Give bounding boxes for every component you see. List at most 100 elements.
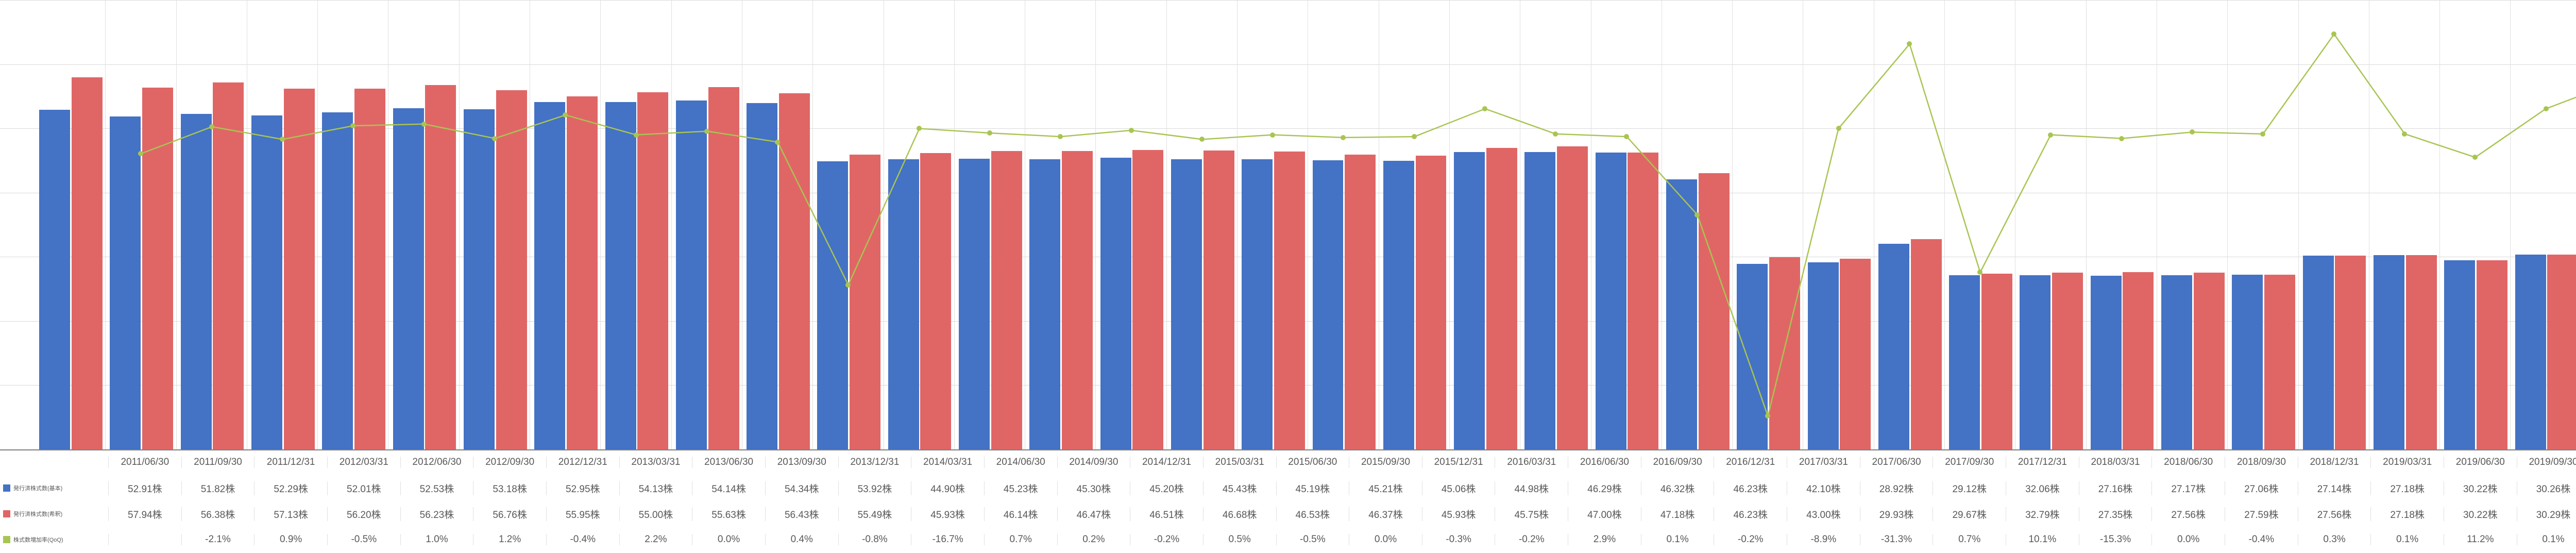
x-label: 2014/03/31 (911, 457, 984, 468)
x-label: 2013/12/31 (838, 457, 911, 468)
table-cell: 55.00株 (619, 507, 692, 521)
x-label: 2016/03/31 (1495, 457, 1568, 468)
table-cell: -0.2% (1495, 534, 1568, 545)
period-col (955, 0, 1025, 449)
bar-diluted (2335, 256, 2366, 449)
row-header: 株式数増加率(QoQ) (0, 535, 108, 544)
period-col (742, 0, 813, 449)
table-cell: 45.30株 (1057, 481, 1130, 495)
legend-swatch (3, 510, 10, 517)
qoq-point (2331, 31, 2336, 37)
x-label: 2018/03/31 (2079, 457, 2152, 468)
table-cell: 54.14株 (692, 481, 765, 495)
qoq-point (1836, 126, 1841, 131)
table-cell: 47.18株 (1641, 507, 1714, 521)
period-col (177, 0, 247, 449)
x-label: 2011/12/31 (254, 457, 327, 468)
qoq-point (1482, 106, 1487, 111)
period-col (672, 0, 742, 449)
bar-basic (1242, 159, 1273, 449)
table-cell: 56.23株 (400, 507, 473, 521)
table-cell: -15.3% (2079, 534, 2152, 545)
period-col (2369, 0, 2440, 449)
table-cell: 55.95株 (546, 507, 619, 521)
bar-basic (322, 112, 353, 449)
period-col (813, 0, 884, 449)
qoq-point (1907, 41, 1912, 46)
period-col (1662, 0, 1733, 449)
table-cell: 1.2% (473, 534, 546, 545)
period-col (1238, 0, 1308, 449)
bar-basic (2020, 275, 2050, 449)
data-table: 2011/06/302011/09/302011/12/312012/03/31… (0, 449, 2576, 552)
table-cell: 56.38株 (181, 507, 255, 521)
table-cell: 0.2% (1057, 534, 1130, 545)
table-cell: -0.5% (327, 534, 400, 545)
table-cell: 30.29株 (2517, 507, 2576, 521)
row-header: 発行済株式数(基本) (0, 484, 108, 492)
table-cell: 27.56株 (2151, 507, 2225, 521)
chart-container: { "chart":{ "type":"bar+line", "backgrou… (0, 0, 2576, 552)
bar-diluted (2123, 272, 2154, 449)
table-cell: 46.37株 (1349, 507, 1422, 521)
table-cell: 55.63株 (692, 507, 765, 521)
table-cell: 0.1% (2517, 534, 2576, 545)
bar-diluted (1628, 153, 1658, 449)
table-cell: 32.06株 (2006, 481, 2079, 495)
bar-diluted (1132, 150, 1163, 449)
qoq-point (350, 123, 355, 128)
x-label: 2019/09/30 (2517, 457, 2576, 468)
table-cell: 54.13株 (619, 481, 692, 495)
table-cell: 0.0% (1349, 534, 1422, 545)
bar-diluted (779, 93, 810, 449)
x-label: 2017/03/31 (1787, 457, 1860, 468)
row-label: 発行済株式数(基本) (13, 484, 62, 492)
table-cell: 0.5% (1203, 534, 1276, 545)
table-cell: 45.43株 (1203, 481, 1276, 495)
bar-diluted (72, 77, 103, 449)
period-col (1520, 0, 1591, 449)
period-col (388, 0, 459, 449)
qoq-point (634, 132, 639, 138)
table-cell: 27.17株 (2151, 481, 2225, 495)
period-col (1379, 0, 1450, 449)
bar-basic (2374, 255, 2404, 449)
bar-diluted (1699, 173, 1730, 449)
qoq-point (138, 151, 143, 156)
row-header: 発行済株式数(希釈) (0, 510, 108, 518)
table-cell: 0.3% (2298, 534, 2371, 545)
x-label: 2016/12/31 (1714, 457, 1787, 468)
bar-basic (1949, 275, 1980, 449)
table-cell: 45.93株 (1422, 507, 1495, 521)
table-cell: 42.10株 (1787, 481, 1860, 495)
bar-diluted (213, 82, 244, 449)
table-cell: 29.67株 (1933, 507, 2006, 521)
table-cell: 46.47株 (1057, 507, 1130, 521)
table-cell: 30.26株 (2517, 481, 2576, 495)
bar-diluted (850, 155, 880, 449)
bar-basic (2303, 256, 2334, 449)
period-col (318, 0, 388, 449)
x-label: 2012/03/31 (327, 457, 400, 468)
table-cell: 44.98株 (1495, 481, 1568, 495)
table-cell: 2.2% (619, 534, 692, 545)
qoq-point (1694, 212, 1700, 217)
table-cell: 52.91株 (108, 481, 181, 495)
table-cell: 0.1% (1641, 534, 1714, 545)
period-col (460, 0, 530, 449)
table-cell: 56.20株 (327, 507, 400, 521)
table-cell: 45.23株 (984, 481, 1057, 495)
table-cell: 45.06株 (1422, 481, 1495, 495)
x-label: 2013/06/30 (692, 457, 765, 468)
period-col (1733, 0, 1803, 449)
table-cell: 0.0% (2151, 534, 2225, 545)
bar-diluted (142, 88, 173, 449)
bar-diluted (425, 85, 456, 449)
x-label: 2015/12/31 (1422, 457, 1495, 468)
table-cell: 53.18株 (473, 481, 546, 495)
bar-diluted (1345, 155, 1376, 449)
table-cell: 32.79株 (2006, 507, 2079, 521)
bar-diluted (637, 92, 668, 449)
table-cell: 27.56株 (2298, 507, 2371, 521)
bar-basic (747, 103, 777, 449)
